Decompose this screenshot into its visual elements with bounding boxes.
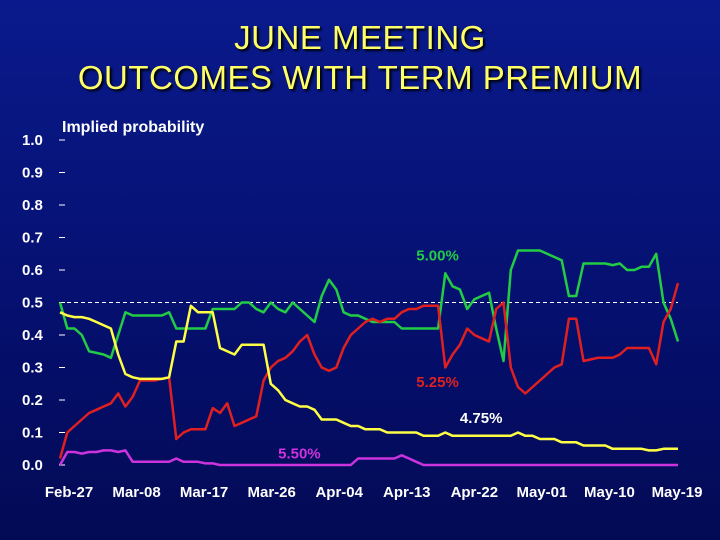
x-tick-label: May-19 <box>652 484 703 501</box>
y-tick-label: 0.4 <box>22 327 44 344</box>
x-tick-label: Apr-13 <box>383 484 431 501</box>
annotation-0: 5.00% <box>416 247 459 264</box>
series-line-2 <box>59 304 678 452</box>
x-tick-label: Apr-04 <box>315 484 363 501</box>
series-annotations: 5.00% 5.25% 4.75% 5.50% <box>278 247 502 462</box>
x-tick-label: Mar-17 <box>180 484 228 501</box>
y-axis-label: Implied probability <box>62 119 204 136</box>
y-tick-label: 0.8 <box>22 197 43 214</box>
chart-title: JUNE MEETING OUTCOMES WITH TERM PREMIUM <box>0 18 720 98</box>
title-line-1: JUNE MEETING <box>234 19 486 56</box>
x-tick-label: May-10 <box>584 484 635 501</box>
y-tick-label: 0.7 <box>22 230 43 247</box>
y-tick-label: 1.0 <box>22 132 43 149</box>
annotation-3: 5.50% <box>278 446 321 463</box>
x-tick-label: May-01 <box>516 484 567 501</box>
y-tick-label: 0.3 <box>22 360 43 377</box>
y-tick-label: 0.0 <box>22 457 43 474</box>
title-line-2: OUTCOMES WITH TERM PREMIUM <box>77 59 643 96</box>
series-line-3 <box>58 449 678 467</box>
series-line-1 <box>58 282 680 459</box>
y-tick-label: 0.6 <box>22 262 43 279</box>
x-tick-label: Feb-27 <box>45 484 93 501</box>
y-axis: 0.0 0.1 0.2 0.3 0.4 0.5 0.6 0.7 0.8 0.9 1.0 <box>22 132 65 474</box>
series-line-0 <box>58 249 680 363</box>
x-tick-label: Mar-26 <box>247 484 295 501</box>
annotation-2: 4.75% <box>460 410 503 427</box>
x-tick-label: Mar-08 <box>112 484 160 501</box>
y-tick-label: 0.1 <box>22 425 43 442</box>
y-tick-label: 0.9 <box>22 165 43 182</box>
y-tick-label: 0.2 <box>22 392 43 409</box>
x-axis: Feb-27 Mar-08 Mar-17 Mar-26 Apr-04 Apr-13 Apr-… <box>45 484 703 501</box>
x-tick-label: Apr-22 <box>451 484 499 501</box>
series-lines <box>58 249 680 467</box>
annotation-1: 5.25% <box>416 374 459 391</box>
y-tick-label: 0.5 <box>22 295 43 312</box>
